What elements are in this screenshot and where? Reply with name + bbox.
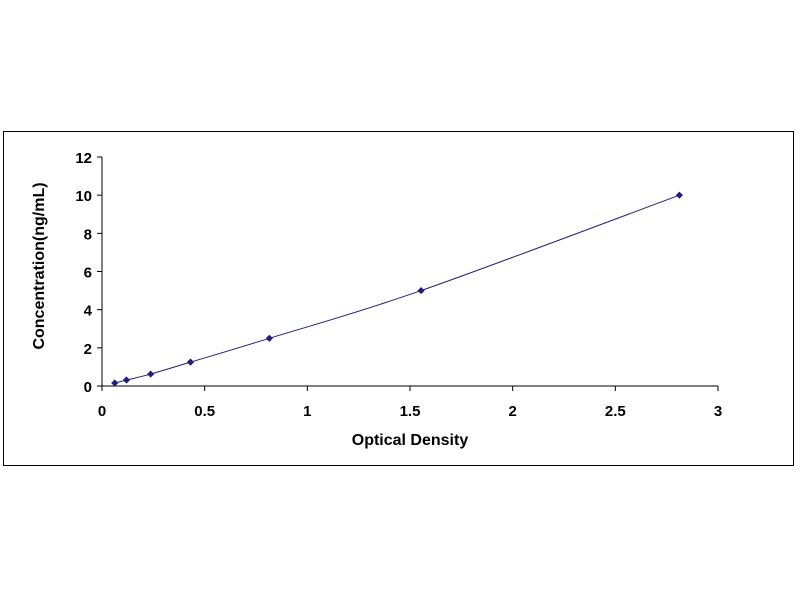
x-tick-label: 0.5 bbox=[194, 403, 215, 420]
data-point bbox=[417, 286, 425, 295]
y-tick-label: 10 bbox=[75, 188, 92, 205]
y-axis-title: Concentration(ng/mL) bbox=[31, 182, 48, 349]
x-tick-label: 2 bbox=[508, 403, 516, 420]
x-tick-label: 1.5 bbox=[400, 403, 421, 420]
data-point bbox=[265, 334, 273, 342]
y-tick-label: 2 bbox=[84, 341, 92, 358]
x-axis-title: Optical Density bbox=[352, 432, 469, 449]
data-point bbox=[186, 358, 195, 366]
data-point bbox=[122, 376, 131, 384]
axes bbox=[101, 157, 718, 387]
y-tick-label: 12 bbox=[75, 150, 92, 167]
data-point bbox=[147, 370, 155, 378]
y-tick-label: 6 bbox=[84, 265, 92, 282]
x-tick-label: 2.5 bbox=[605, 403, 626, 420]
x-tick-label: 3 bbox=[714, 403, 722, 420]
data-point bbox=[111, 379, 119, 387]
y-tick-label: 8 bbox=[84, 226, 92, 243]
trend-curve bbox=[114, 194, 680, 384]
y-tick-label: 0 bbox=[84, 379, 92, 396]
y-ticks: 0 2 4 6 8 10 12 bbox=[75, 150, 102, 396]
x-ticks: 0 0.5 1 1.5 2 2.5 3 bbox=[98, 386, 722, 420]
data-point bbox=[675, 191, 683, 199]
y-tick-label: 4 bbox=[84, 303, 93, 320]
x-tick-label: 0 bbox=[98, 403, 106, 420]
data-points bbox=[111, 191, 683, 387]
x-tick-label: 1 bbox=[303, 403, 311, 420]
